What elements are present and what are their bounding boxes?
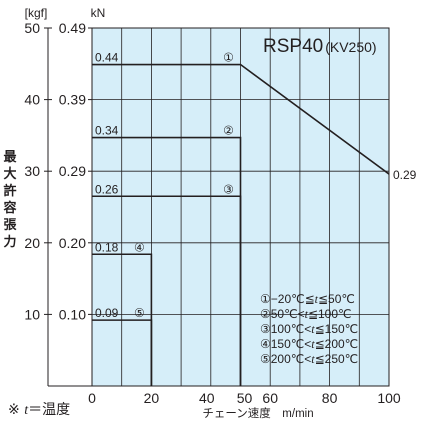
series-line-1	[92, 63, 390, 175]
series-value-label-5: 0.09	[95, 306, 119, 320]
series-marker-1: ①	[223, 51, 234, 65]
legend-entry-text: ②50℃<	[260, 307, 305, 321]
y-unit-kn: kN	[91, 6, 106, 20]
series-value-label-4: 0.18	[95, 240, 119, 254]
legend-entry-variable: t	[311, 337, 315, 351]
legend-entry-1: ①−20℃≦t≦50℃	[260, 292, 355, 306]
y-axis-label-char: 大	[3, 166, 16, 181]
y-tick-label-kgf: 30	[24, 163, 40, 179]
legend-entry-text: ≦200℃	[315, 337, 359, 351]
y-axis-label-char: 張	[3, 217, 17, 232]
y-tick-label-kn: 0.49	[59, 20, 86, 36]
legend-entry-text: ⑤200℃<	[260, 352, 311, 366]
chart-subtitle: (KV250)	[325, 39, 376, 55]
y-axis-label-char: 力	[3, 234, 16, 249]
footnote-text: ＝温度	[28, 402, 71, 418]
x-tick-label: 100	[377, 390, 401, 406]
chart-title: RSP40 (KV250)	[263, 36, 377, 57]
y-tick-label-kgf: 10	[24, 306, 40, 322]
y-tick-label-kgf: 40	[24, 92, 40, 108]
legend-entry-text: ③100℃<	[260, 322, 311, 336]
x-axis-label: チェーン速度 m/min	[202, 406, 313, 420]
series-value-label-1: 0.44	[95, 51, 119, 65]
x-tick-label: 20	[144, 390, 160, 406]
legend-entry-text: ≦50℃	[318, 292, 355, 306]
legend-entry-3: ③100℃<t≦150℃	[260, 322, 358, 336]
y-unit-kgf: [kgf]	[25, 6, 48, 20]
series-end-label-1: 0.29	[393, 168, 417, 182]
x-tick-label: 40	[199, 390, 215, 406]
x-tick-label: 50	[237, 390, 253, 406]
legend-entry-text: ≦100℃	[308, 307, 352, 321]
legend-entry-variable: t	[311, 322, 315, 336]
x-tick-label: 80	[322, 390, 338, 406]
series-value-label-2: 0.34	[95, 124, 119, 138]
series-line-3	[92, 195, 242, 386]
x-tick-label: 60	[262, 390, 278, 406]
footnote-variable: t	[24, 403, 29, 418]
legend-entry-text: ④150℃<	[260, 337, 311, 351]
y-tick-label-kn: 0.10	[59, 306, 86, 322]
series-marker-2: ②	[223, 124, 234, 138]
x-tick-label: 0	[88, 390, 96, 406]
legend-entry-text: ≦250℃	[315, 352, 359, 366]
series-line-5	[92, 319, 153, 386]
y-tick-label-kgf: 20	[24, 235, 40, 251]
series-value-label-3: 0.26	[95, 182, 119, 196]
legend-entry-5: ⑤200℃<t≦250℃	[260, 352, 358, 366]
footnote-prefix: ※	[8, 402, 25, 418]
legend-entry-variable: t	[311, 352, 315, 366]
y-axis-label-char: 容	[2, 200, 16, 215]
y-tick-label-kn: 0.39	[59, 92, 86, 108]
footnote: ※ t＝温度	[8, 399, 70, 419]
legend-entry-variable: t	[315, 292, 319, 306]
legend-entry-text: ①−20℃≦	[260, 292, 315, 306]
series-marker-4: ④	[134, 240, 145, 254]
legend-entry-variable: t	[305, 307, 309, 321]
series-marker-3: ③	[223, 182, 234, 196]
y-tick-label-kgf: 50	[24, 20, 40, 36]
y-axis-label-char: 許	[3, 183, 16, 198]
legend-entry-text: ≦150℃	[315, 322, 359, 336]
y-tick-label-kn: 0.29	[59, 163, 86, 179]
legend-entry-4: ④150℃<t≦200℃	[260, 337, 358, 351]
legend-entry-2: ②50℃<t≦100℃	[260, 307, 352, 321]
series-marker-5: ⑤	[134, 306, 145, 320]
y-tick-label-kn: 0.20	[59, 235, 86, 251]
y-axis-label-char: 最	[3, 149, 17, 164]
